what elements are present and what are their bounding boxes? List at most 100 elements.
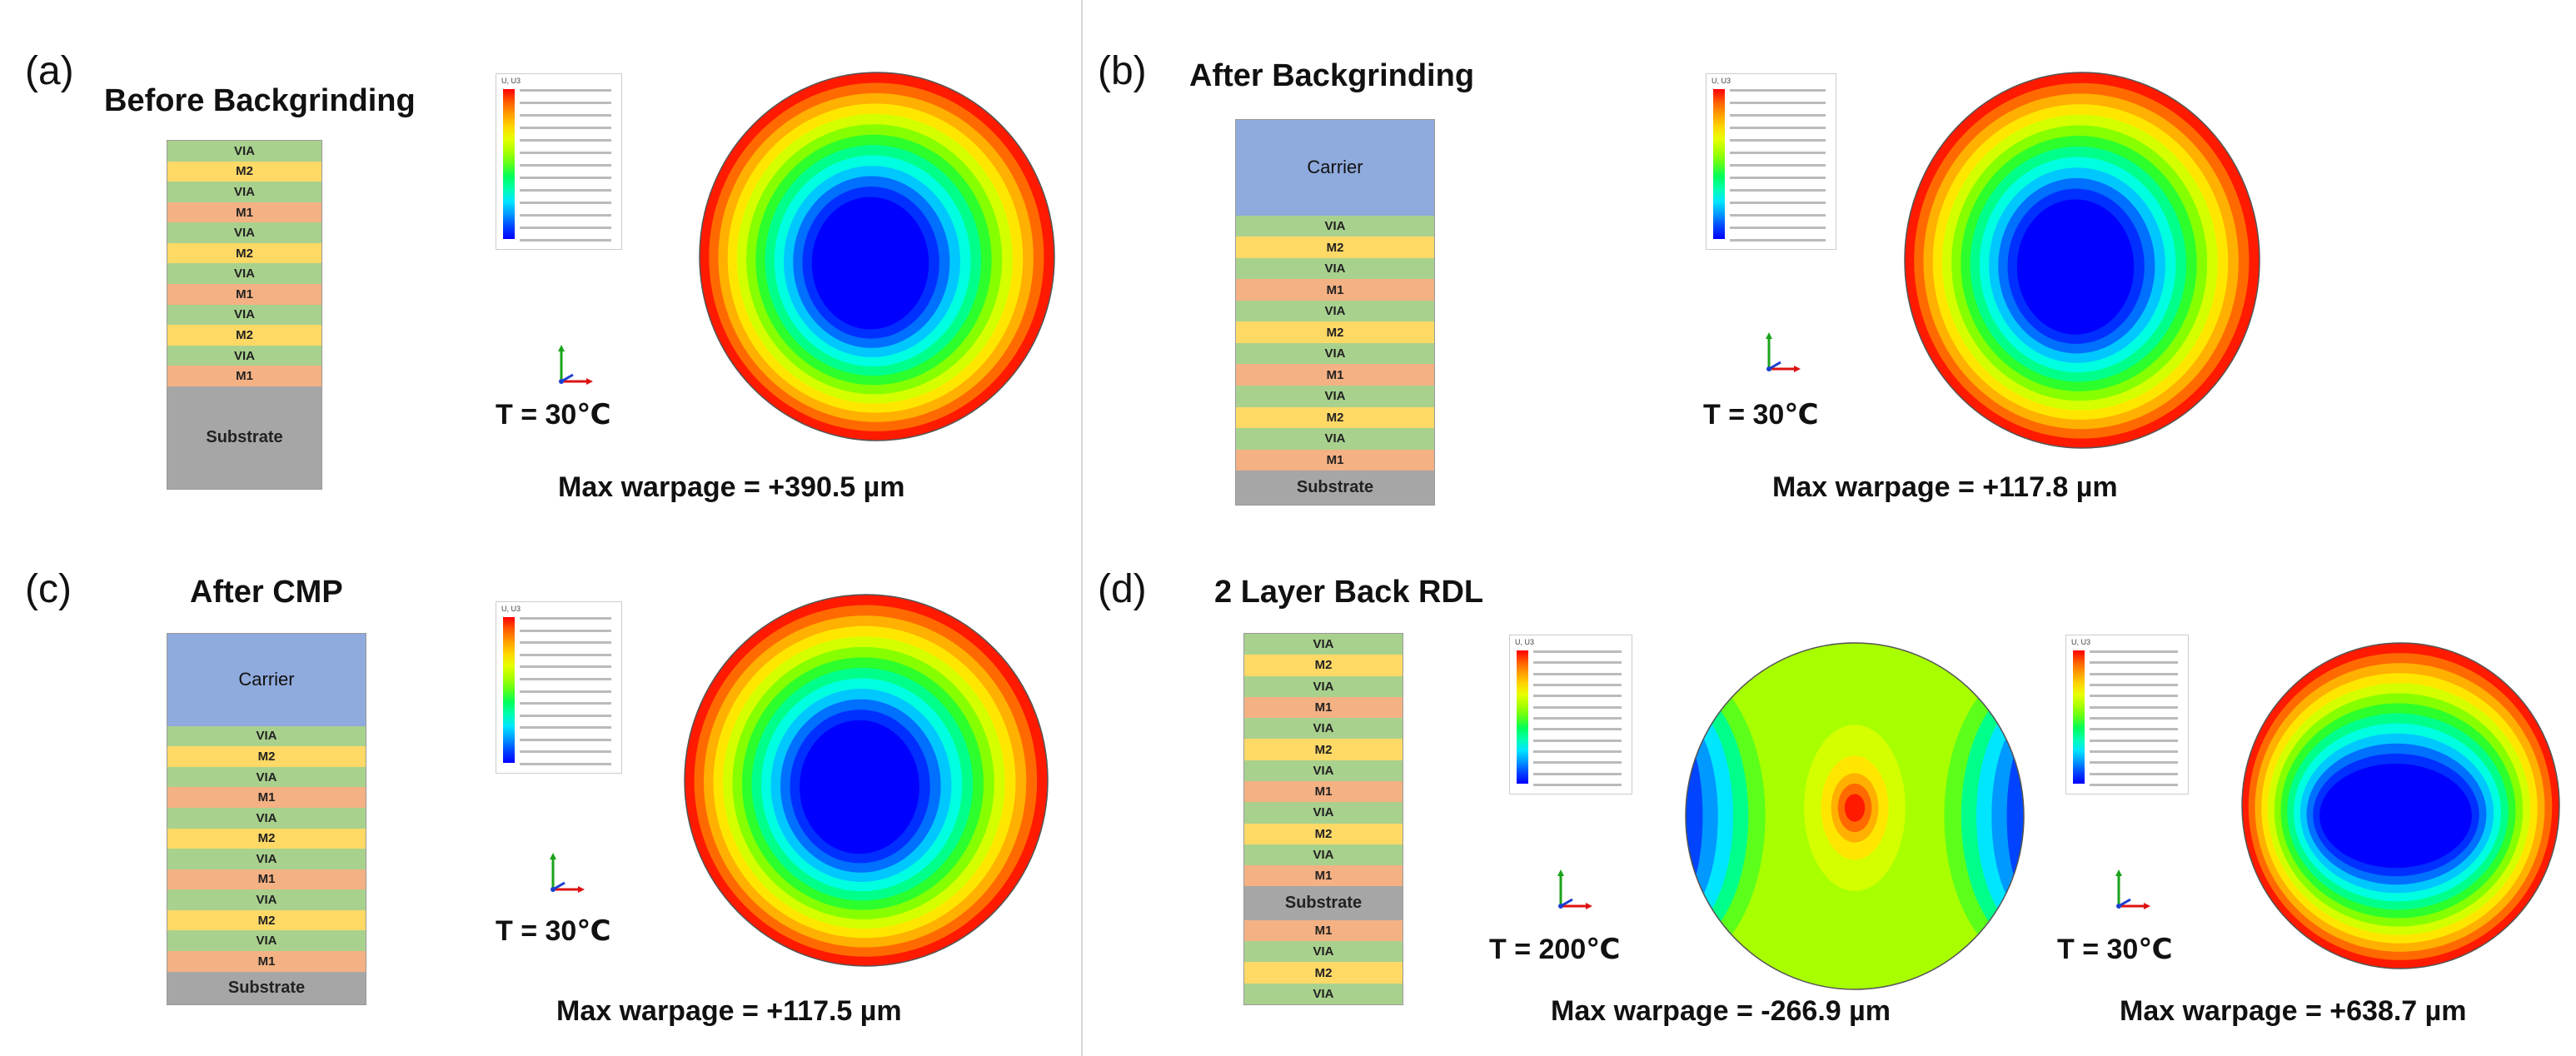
temperature-label: T = 30℃ <box>496 915 611 947</box>
legend-tick <box>1730 189 1826 192</box>
temperature-label: T = 30℃ <box>496 399 611 431</box>
layer-via: VIA <box>1244 941 1403 963</box>
legend-tick <box>1730 239 1826 242</box>
legend-colorbar <box>503 617 515 763</box>
layer-via: VIA <box>167 263 321 285</box>
vertical-divider <box>1081 0 1083 1056</box>
layer-carrier: Carrier <box>167 634 366 726</box>
layer-substrate: Substrate <box>167 386 321 489</box>
layer-m1: M1 <box>167 202 321 223</box>
max-warpage-label-left: Max warpage = -266.9 µm <box>1551 995 1891 1027</box>
layer-m2: M2 <box>1244 739 1403 760</box>
legend-title: U, U3 <box>1515 638 1535 646</box>
legend-tick <box>520 665 611 669</box>
layer-via: VIA <box>167 807 366 829</box>
legend-tick <box>1533 650 1622 653</box>
legend-tick <box>1730 89 1826 92</box>
contour-band <box>1686 714 1718 919</box>
layer-m2: M2 <box>167 325 321 346</box>
legend-tick <box>1533 705 1622 709</box>
legend-tick <box>1533 695 1622 698</box>
layer-m1: M1 <box>167 787 366 808</box>
panel-title: 2 Layer Back RDL <box>1214 575 1484 610</box>
legend-tick <box>520 629 611 632</box>
layer-via: VIA <box>167 222 321 243</box>
max-warpage-label: Max warpage = +117.5 µm <box>556 995 902 1027</box>
legend-colorbar <box>1713 89 1725 239</box>
layer-via: VIA <box>167 725 366 747</box>
legend-tick <box>520 641 611 645</box>
layer-m1: M1 <box>167 284 321 305</box>
legend-tick <box>520 202 611 204</box>
layer-stack: Carrier VIA M2 VIA M1 VIA M2 VIA M1 VIA M2 VIA M1 Sub… <box>167 633 366 1005</box>
legend-tick <box>520 702 611 705</box>
legend-title: U, U3 <box>2071 638 2091 646</box>
axis-triad-svg <box>1766 332 1801 372</box>
legend-tick <box>1730 152 1826 154</box>
legend-tick <box>2090 761 2178 765</box>
legend-tick <box>1533 750 1622 753</box>
layer-m2: M2 <box>167 746 366 767</box>
legend-tick <box>520 214 611 217</box>
layer-via: VIA <box>1236 342 1434 365</box>
contour-outline <box>1685 642 2025 990</box>
legend-tick <box>2090 772 2178 775</box>
legend-tick <box>520 227 611 229</box>
legend-tick <box>2090 695 2178 698</box>
layer-via: VIA <box>167 849 366 869</box>
legend-tick <box>1730 102 1826 104</box>
max-warpage-label: Max warpage = +117.8 µm <box>1772 471 2118 503</box>
legend-tick <box>1533 672 1622 675</box>
temperature-label-right: T = 30℃ <box>2057 934 2173 965</box>
legend-tick <box>520 690 611 693</box>
panel-label: (d) <box>1098 567 1147 611</box>
legend-tick <box>2090 684 2178 686</box>
contour-legend-left: U, U3 <box>1509 635 1632 794</box>
panel-title: After CMP <box>190 575 343 610</box>
layer-via: VIA <box>167 766 366 788</box>
legend-tick <box>2090 672 2178 675</box>
contour-legend: U, U3 <box>496 73 622 250</box>
layer-via: VIA <box>1244 718 1403 740</box>
legend-tick <box>1533 661 1622 665</box>
legend-tick <box>2090 750 2178 753</box>
warpage-contour-map <box>699 72 1055 441</box>
layer-via: VIA <box>1236 300 1434 322</box>
layer-m1: M1 <box>167 366 321 386</box>
layer-via: VIA <box>1244 844 1403 866</box>
legend-tick <box>520 763 611 765</box>
legend-tick <box>2090 717 2178 720</box>
layer-m2: M2 <box>1244 823 1403 844</box>
legend-colorbar <box>1517 650 1528 784</box>
axis-triad-svg <box>550 853 585 893</box>
warpage-contour-map-left <box>1685 642 2025 990</box>
legend-tick <box>2090 661 2178 665</box>
layer-m2: M2 <box>1236 321 1434 343</box>
legend-tick <box>520 653 611 656</box>
legend-colorbar <box>503 89 515 239</box>
legend-tick <box>1533 717 1622 720</box>
legend-tick <box>2090 784 2178 786</box>
layer-m1: M1 <box>1236 279 1434 301</box>
axis-triad-icon <box>1757 329 1816 379</box>
legend-title: U, U3 <box>1712 77 1731 85</box>
legend-tick <box>2090 705 2178 709</box>
layer-substrate: Substrate <box>1244 886 1403 920</box>
legend-tick <box>520 726 611 730</box>
legend-tick <box>1533 761 1622 765</box>
warpage-contour-map-right <box>2241 642 2560 969</box>
contour-outline <box>1904 72 2260 449</box>
layer-m1: M1 <box>1236 364 1434 386</box>
legend-tick <box>1533 784 1622 786</box>
layer-substrate: Substrate <box>167 971 366 1004</box>
contour-band <box>1991 714 2024 919</box>
legend-title: U, U3 <box>501 605 521 613</box>
layer-m2: M2 <box>167 828 366 849</box>
layer-m1: M1 <box>1244 865 1403 887</box>
legend-tick <box>520 189 611 192</box>
legend-tick <box>520 114 611 117</box>
legend-tick <box>1533 684 1622 686</box>
legend-tick <box>2090 739 2178 742</box>
legend-tick <box>1730 139 1826 142</box>
layer-m1: M1 <box>167 950 366 972</box>
